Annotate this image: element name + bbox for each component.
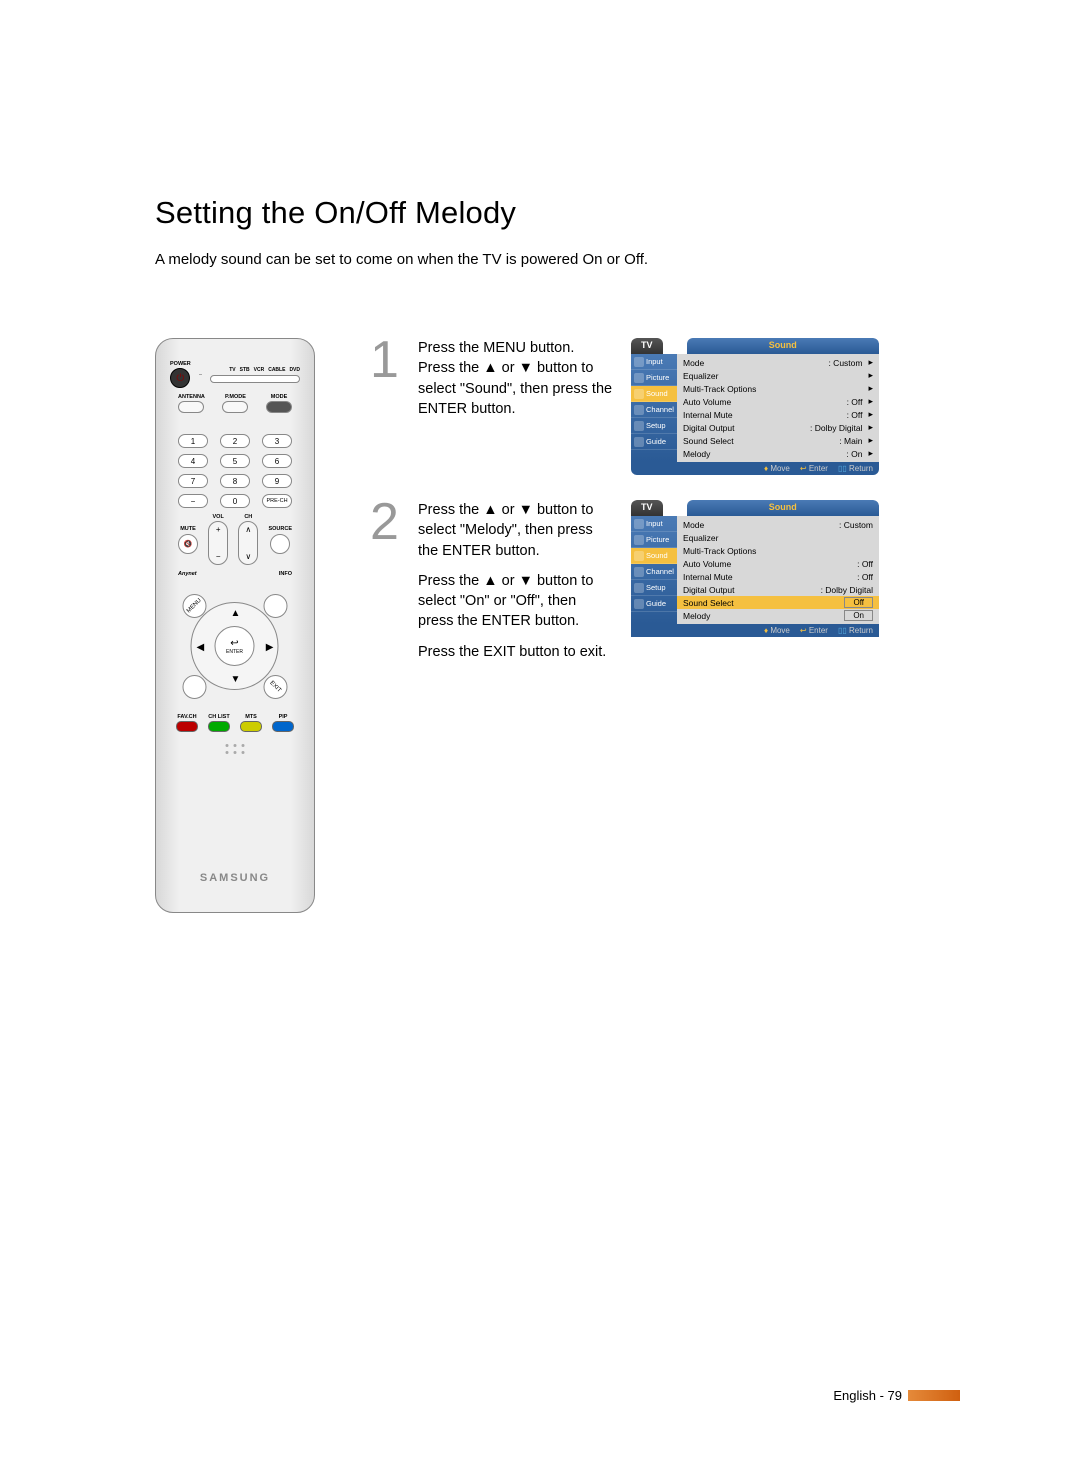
vol-label: VOL: [213, 514, 224, 520]
left-arrow-icon[interactable]: ◀: [197, 642, 205, 653]
step-number-1: 1: [370, 338, 400, 475]
volume-rocker[interactable]: +−: [208, 521, 228, 565]
mode-button[interactable]: [266, 401, 292, 413]
key-6[interactable]: 6: [262, 454, 292, 468]
exit-button[interactable]: EXIT: [264, 675, 288, 699]
source-button[interactable]: [270, 534, 290, 554]
page-footer: English - 79: [833, 1388, 960, 1403]
pip-label: PIP: [279, 714, 288, 720]
key-8[interactable]: 8: [220, 474, 250, 488]
cc-button[interactable]: [183, 675, 207, 699]
info-button[interactable]: [264, 594, 288, 618]
key-4[interactable]: 4: [178, 454, 208, 468]
osd2-side-channel: Channel: [631, 564, 677, 580]
key-1[interactable]: 1: [178, 434, 208, 448]
up-arrow-icon[interactable]: ▲: [231, 608, 241, 619]
key-2[interactable]: 2: [220, 434, 250, 448]
osd2-tab: TV: [631, 500, 663, 516]
step-2-text: Press the ▲ or ▼ button to select "Melod…: [418, 500, 613, 672]
osd1-side-picture: Picture: [631, 370, 677, 386]
key-7[interactable]: 7: [178, 474, 208, 488]
power-button[interactable]: ⏻: [170, 368, 190, 388]
mode-label: MODE: [271, 394, 288, 400]
osd2-title: Sound: [687, 500, 879, 516]
page-number: English - 79: [833, 1388, 902, 1403]
brand-logo: SAMSUNG: [156, 872, 314, 884]
osd1-side-guide: Guide: [631, 434, 677, 450]
osd1-side-input: Input: [631, 354, 677, 370]
key-prech[interactable]: PRE-CH: [262, 494, 292, 508]
key-dash[interactable]: −: [178, 494, 208, 508]
osd-screenshot-2: TV Sound Input Picture Sound Channel Set…: [631, 500, 879, 672]
ch-label: CH: [244, 514, 252, 520]
mute-button[interactable]: 🔇: [178, 534, 198, 554]
osd1-side-sound: Sound: [631, 386, 677, 402]
remote-dots: [226, 744, 245, 754]
device-dvd: DVD: [289, 367, 300, 373]
down-arrow-icon[interactable]: ▼: [231, 674, 241, 685]
remote-illustration: POWER ⏻ TV STB VCR CABLE DVD: [155, 338, 315, 913]
red-button[interactable]: [176, 721, 198, 732]
antenna-label: ANTENNA: [178, 394, 205, 400]
osd1-tab: TV: [631, 338, 663, 354]
number-keypad: 1 2 3 4 5 6 7 8 9 − 0 PRE-CH: [178, 434, 292, 508]
channel-rocker[interactable]: ∧∨: [238, 521, 258, 565]
pmode-button[interactable]: [222, 401, 248, 413]
osd2-side-setup: Setup: [631, 580, 677, 596]
osd2-side-picture: Picture: [631, 532, 677, 548]
anynet-label: Anynet: [178, 571, 197, 577]
step-number-2: 2: [370, 500, 400, 672]
osd2-side-sound: Sound: [631, 548, 677, 564]
device-tv: TV: [229, 367, 235, 373]
osd1-side-channel: Channel: [631, 402, 677, 418]
osd1-list: Mode: Custom▸ Equalizer▸ Multi-Track Opt…: [677, 354, 879, 462]
step-1-text: Press the MENU button. Press the ▲ or ▼ …: [418, 338, 613, 475]
favch-label: FAV.CH: [177, 714, 196, 720]
page-heading: Setting the On/Off Melody: [155, 195, 960, 231]
osd1-footer: ♦ Move ↩ Enter ▯▯ Return: [631, 462, 879, 475]
intro-text: A melody sound can be set to come on whe…: [155, 251, 960, 268]
device-vcr: VCR: [254, 367, 265, 373]
info-label: INFO: [279, 571, 292, 577]
mts-label: MTS: [245, 714, 257, 720]
key-0[interactable]: 0: [220, 494, 250, 508]
key-9[interactable]: 9: [262, 474, 292, 488]
menu-button[interactable]: MENU: [183, 594, 207, 618]
source-label: SOURCE: [268, 526, 292, 532]
chlist-label: CH LIST: [208, 714, 229, 720]
mute-label: MUTE: [180, 526, 196, 532]
green-button[interactable]: [208, 721, 230, 732]
osd1-side-setup: Setup: [631, 418, 677, 434]
blue-button[interactable]: [272, 721, 294, 732]
osd2-list: Mode: Custom Equalizer Multi-Track Optio…: [677, 516, 879, 624]
direction-pad: MENU EXIT ▲ ▼ ◀ ▶ ↩ ENTER: [183, 594, 288, 699]
footer-bar: [908, 1390, 960, 1401]
osd1-title: Sound: [687, 338, 879, 354]
power-label: POWER: [170, 361, 191, 367]
enter-button[interactable]: ↩ ENTER: [215, 626, 255, 666]
key-5[interactable]: 5: [220, 454, 250, 468]
device-cable: CABLE: [268, 367, 285, 373]
osd1-sidebar: Input Picture Sound Channel Setup Guide: [631, 354, 677, 462]
osd2-sidebar: Input Picture Sound Channel Setup Guide: [631, 516, 677, 624]
right-arrow-icon[interactable]: ▶: [266, 642, 274, 653]
device-stb: STB: [240, 367, 250, 373]
yellow-button[interactable]: [240, 721, 262, 732]
key-3[interactable]: 3: [262, 434, 292, 448]
osd2-side-input: Input: [631, 516, 677, 532]
osd2-footer: ♦ Move ↩ Enter ▯▯ Return: [631, 624, 879, 637]
antenna-button[interactable]: [178, 401, 204, 413]
osd2-side-guide: Guide: [631, 596, 677, 612]
osd-screenshot-1: TV Sound Input Picture Sound Channel Set…: [631, 338, 879, 475]
pmode-label: P.MODE: [225, 394, 246, 400]
